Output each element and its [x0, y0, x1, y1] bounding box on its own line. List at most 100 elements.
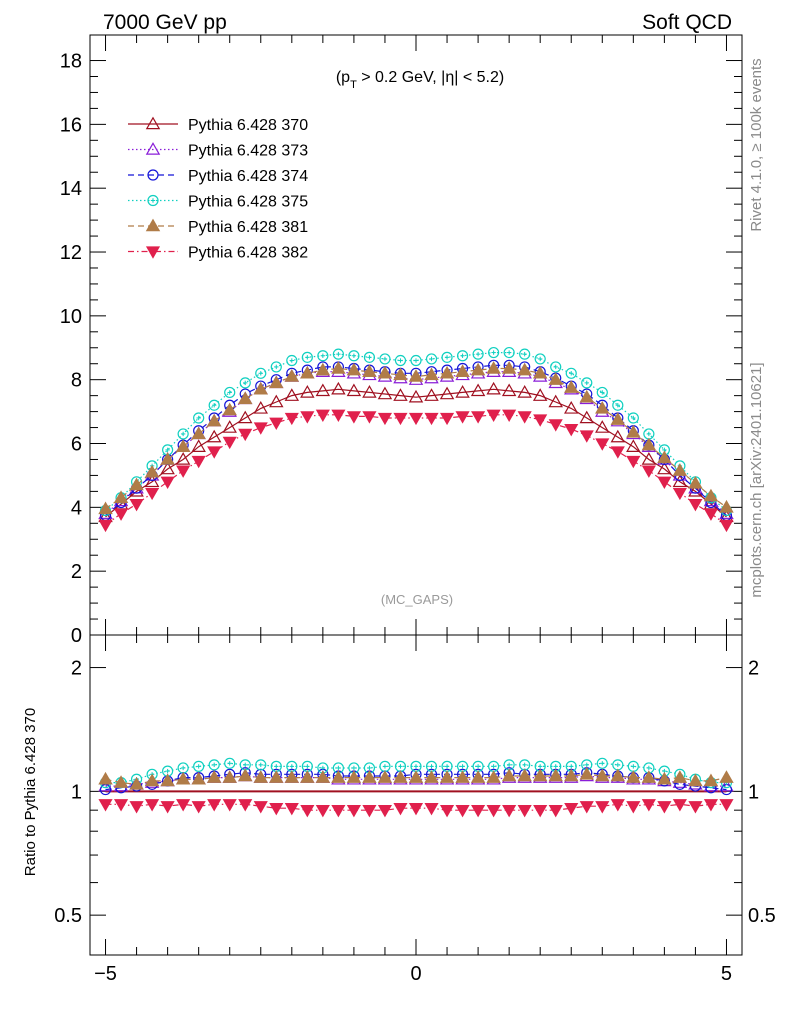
- ratio-data-point: [657, 771, 672, 785]
- main-series-line: [105, 352, 727, 511]
- ratio-data-point: [144, 773, 160, 787]
- main-data-point: [129, 477, 144, 491]
- ratio-data-point: [113, 775, 129, 788]
- main-data-point: [703, 508, 719, 521]
- annotation-pre: (p: [336, 69, 350, 86]
- legend-marker: [145, 116, 161, 130]
- ratio-data-point: [517, 805, 532, 818]
- ratio-data-point: [564, 768, 579, 782]
- ratio-data-point: [362, 805, 377, 818]
- ratio-data-point: [672, 770, 688, 783]
- main-data-point: [501, 383, 517, 397]
- main-data-point: [255, 367, 267, 379]
- ratio-data-point: [206, 770, 222, 783]
- ratio-data-point: [532, 768, 548, 782]
- main-data-point: [208, 399, 220, 411]
- main-data-point: [191, 455, 206, 469]
- legend-marker: [147, 169, 159, 181]
- ratio-data-point: [455, 770, 470, 783]
- main-data-point: [284, 388, 300, 401]
- ratio-data-point: [393, 803, 408, 816]
- main-data-point: [548, 372, 563, 385]
- main-data-point: [502, 409, 517, 422]
- cut-annotation: (pT > 0.2 GeV, |η| < 5.2): [336, 69, 504, 91]
- main-series-0: [98, 381, 734, 523]
- main-data-point: [113, 490, 129, 504]
- ratio-data-point: [377, 805, 393, 818]
- ratio-data-point: [596, 757, 608, 769]
- main-data-point: [269, 417, 284, 430]
- main-data-point: [144, 474, 160, 488]
- main-data-point: [626, 455, 641, 469]
- main-data-point: [193, 412, 205, 424]
- ratio-data-point: [224, 757, 236, 769]
- ratio-data-point: [176, 799, 191, 812]
- legend-label: Pythia 6.428 370: [188, 117, 308, 134]
- main-y-tick-label: 8: [71, 370, 82, 392]
- ratio-data-point: [315, 805, 330, 818]
- ratio-data-point: [98, 799, 113, 812]
- main-data-point: [455, 411, 470, 424]
- x-tick-label: 0: [410, 963, 421, 985]
- main-data-point: [206, 413, 222, 427]
- main-data-point: [222, 436, 237, 450]
- main-data-point: [346, 362, 362, 376]
- ratio-data-point: [346, 770, 362, 783]
- main-data-point: [346, 411, 361, 424]
- ratio-y-axis: 0.5 0.5 1 1 2 2: [54, 658, 776, 956]
- legend-label: Pythia 6.428 374: [188, 168, 308, 185]
- legend-label: Pythia 6.428 375: [188, 194, 308, 211]
- ratio-data-point: [253, 770, 268, 783]
- ratio-data-point: [253, 801, 268, 814]
- ratio-data-point: [672, 799, 687, 812]
- ratio-data-point: [564, 803, 579, 816]
- main-data-point: [470, 362, 486, 376]
- main-data-point: [595, 438, 610, 451]
- header-left-title: 7000 GeV pp: [103, 11, 227, 34]
- main-data-point: [595, 400, 610, 414]
- main-data-point: [284, 369, 300, 382]
- ratio-data-point: [238, 768, 253, 782]
- ratio-data-point: [160, 773, 175, 787]
- ratio-data-point: [362, 770, 377, 783]
- ratio-data-point: [207, 799, 222, 812]
- main-data-point: [315, 409, 330, 422]
- ratio-data-point: [300, 805, 315, 818]
- main-data-point: [688, 475, 703, 489]
- main-data-point: [548, 394, 563, 408]
- main-data-point: [719, 499, 734, 513]
- ratio-data-point: [719, 770, 734, 783]
- main-data-point: [377, 386, 393, 400]
- main-data-point: [270, 361, 282, 373]
- legend-entry: Pythia 6.428 374: [128, 168, 308, 185]
- ratio-data-point: [269, 803, 284, 816]
- legend-marker: [145, 142, 161, 155]
- main-data-point: [471, 411, 486, 424]
- main-data-point: [332, 348, 344, 360]
- main-data-point: [595, 420, 610, 433]
- main-data-point: [408, 412, 424, 426]
- main-data-point: [472, 348, 484, 360]
- main-data-point: [534, 353, 546, 365]
- main-data-point: [703, 488, 719, 502]
- ratio-data-point: [439, 770, 455, 783]
- main-data-point: [224, 386, 236, 399]
- ratio-data-point: [193, 760, 205, 772]
- main-data-point: [439, 412, 455, 426]
- ratio-data-point: [455, 805, 470, 818]
- ratio-series-4: [98, 766, 734, 790]
- ratio-data-point: [501, 768, 517, 782]
- ratio-data-point: [191, 771, 206, 785]
- ratio-data-point: [238, 799, 253, 812]
- main-data-point: [362, 385, 377, 398]
- main-data-point: [207, 446, 222, 459]
- main-data-point: [362, 411, 377, 424]
- ratio-data-point: [502, 805, 517, 818]
- main-data-point: [565, 367, 577, 379]
- main-data-point: [206, 429, 222, 443]
- main-data-point: [269, 394, 284, 408]
- main-data-point: [238, 391, 253, 405]
- ratio-data-point: [377, 770, 393, 783]
- ratio-data-point: [719, 799, 734, 812]
- ratio-data-point: [517, 768, 532, 782]
